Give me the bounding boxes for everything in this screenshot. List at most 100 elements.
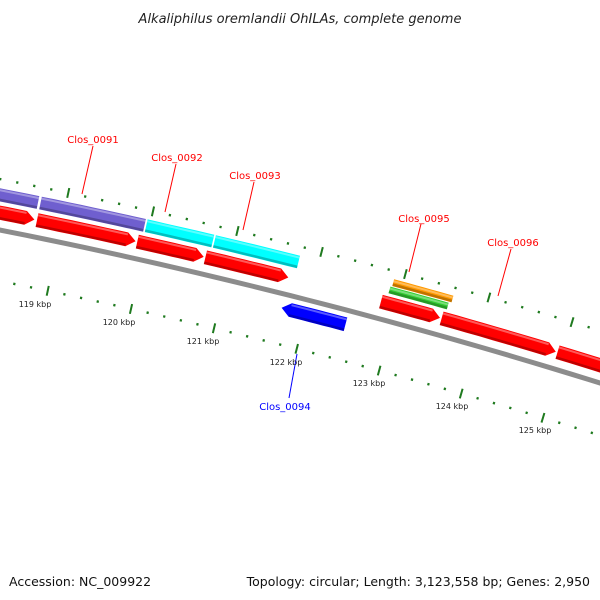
- inner-minor-tick: [196, 322, 199, 326]
- feature-bar-purple: [0, 188, 40, 209]
- accession-text: Accession: NC_009922: [9, 574, 151, 589]
- label-line-clos-0093: [242, 181, 255, 231]
- gene-label-clos-0095[interactable]: Clos_0095: [398, 214, 450, 225]
- inner-major-tick: [128, 303, 134, 315]
- inner-minor-tick: [229, 330, 232, 334]
- feature-layer: [0, 177, 600, 435]
- feature-bar-green: [388, 286, 449, 310]
- inner-minor-tick: [394, 373, 397, 377]
- cds-forward-arrow-highlight: [37, 214, 129, 236]
- feature-bar-cyan-shadow: [213, 245, 298, 269]
- cds-forward-arrow-highlight: [558, 346, 600, 362]
- outer-minor-tick: [387, 268, 391, 272]
- feature-bar-purple-highlight: [41, 197, 146, 222]
- cds-forward-arrow-shadow: [203, 261, 279, 282]
- gene-label-clos-0096[interactable]: Clos_0096: [487, 238, 539, 249]
- cds-forward-arrow-shadow: [439, 322, 546, 356]
- outer-minor-tick: [269, 237, 273, 241]
- inner-minor-tick: [311, 351, 315, 355]
- outer-minor-tick: [353, 259, 357, 263]
- outer-major-tick: [403, 269, 408, 280]
- inner-major-tick: [45, 285, 50, 296]
- feature-bar-orange-shadow: [392, 283, 453, 303]
- feature-bar-orange: [392, 279, 454, 303]
- label-layer: Clos_0091 Clos_0092 Clos_0093 Clos_0094 …: [67, 135, 539, 413]
- cds-forward-arrow-highlight: [381, 295, 433, 312]
- map-title: Alkaliphilus oremlandii OhILAs, complete…: [138, 12, 462, 27]
- outer-minor-tick: [336, 254, 340, 258]
- inner-minor-tick: [245, 334, 249, 338]
- inner-minor-tick: [146, 311, 149, 315]
- inner-minor-tick: [344, 360, 348, 364]
- inner-minor-tick: [427, 382, 430, 386]
- ruler-label: 123 kbp: [353, 379, 386, 388]
- inner-minor-tick: [590, 431, 594, 435]
- inner-major-tick: [376, 365, 382, 376]
- genome-summary-text: Topology: circular; Length: 3,123,558 bp…: [246, 574, 590, 589]
- outer-major-tick: [66, 187, 71, 199]
- outer-minor-tick: [554, 315, 557, 319]
- feature-bar-purple-highlight: [0, 189, 40, 200]
- outer-minor-tick: [537, 310, 541, 314]
- ruler-label: 124 kbp: [436, 402, 469, 411]
- inner-minor-tick: [79, 296, 83, 300]
- outer-minor-tick: [185, 217, 189, 221]
- inner-minor-tick: [96, 300, 100, 303]
- inner-minor-tick: [179, 318, 183, 322]
- inner-minor-tick: [443, 387, 447, 391]
- cds-forward-arrow-shadow: [0, 217, 25, 225]
- ruler-label: 125 kbp: [519, 426, 552, 435]
- outer-minor-tick: [437, 281, 441, 285]
- gene-label-clos-0091[interactable]: Clos_0091: [67, 135, 119, 146]
- inner-minor-tick: [574, 426, 577, 430]
- cds-forward-arrow-highlight: [206, 251, 282, 272]
- cds-forward-arrow: [379, 294, 440, 323]
- inner-minor-tick: [476, 396, 479, 400]
- ruler-label: 121 kbp: [187, 337, 220, 346]
- gene-label-clos-0094[interactable]: Clos_0094: [259, 402, 311, 413]
- inner-minor-tick: [162, 315, 166, 318]
- feature-bar-cyan: [212, 235, 300, 269]
- outer-minor-tick: [100, 198, 104, 202]
- cds-forward-arrow-highlight: [0, 206, 27, 214]
- outer-minor-tick: [219, 225, 222, 229]
- inner-minor-tick: [328, 355, 332, 359]
- cds-forward-arrow-highlight: [442, 312, 549, 346]
- cds-reverse-arrow-highlight: [291, 304, 348, 321]
- outer-minor-tick: [134, 206, 138, 209]
- label-line-clos-0094: [288, 353, 298, 399]
- feature-bar-orange-highlight: [393, 280, 454, 299]
- cds-forward-arrow-shadow: [555, 356, 600, 373]
- backbone-track: [0, 227, 600, 386]
- cds-forward-arrow: [35, 213, 136, 247]
- cds-forward-arrow-shadow: [379, 305, 431, 322]
- outer-minor-tick: [252, 233, 256, 237]
- cds-forward-arrow: [203, 250, 289, 283]
- outer-minor-tick: [168, 213, 172, 217]
- cds-reverse-arrow: [281, 303, 348, 332]
- outer-major-tick: [150, 206, 156, 217]
- feature-bar-cyan-highlight: [146, 220, 215, 238]
- outer-major-tick: [486, 292, 492, 303]
- cds-forward-arrow: [0, 205, 35, 225]
- inner-major-tick: [458, 388, 464, 399]
- inner-minor-tick: [557, 421, 561, 425]
- outer-minor-tick: [504, 300, 507, 304]
- gene-label-clos-0092[interactable]: Clos_0092: [151, 153, 203, 164]
- outer-minor-tick: [303, 246, 307, 250]
- gene-label-clos-0093[interactable]: Clos_0093: [229, 171, 281, 182]
- cds-forward-arrow-shadow: [35, 224, 126, 246]
- cds-forward-arrow: [439, 311, 556, 356]
- outer-major-tick: [569, 317, 575, 328]
- inner-minor-tick: [361, 364, 365, 368]
- feature-bar-cyan-highlight: [215, 236, 300, 259]
- outer-minor-tick: [587, 325, 591, 329]
- label-line-clos-0096: [497, 248, 512, 297]
- ruler-label: 120 kbp: [103, 318, 136, 327]
- label-line-clos-0095: [408, 223, 422, 273]
- inner-major-tick: [540, 412, 546, 423]
- label-line-clos-0092: [164, 163, 177, 213]
- cds-forward-arrow-highlight: [138, 235, 197, 251]
